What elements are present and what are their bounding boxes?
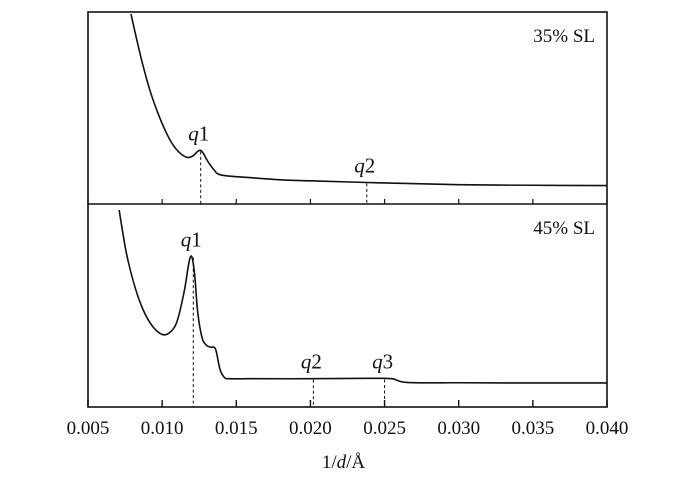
x-tick-label: 0.030	[437, 418, 480, 439]
x-axis-tick-labels: 0.005 0.010 0.015 0.020 0.025 0.030 0.035 0.040	[67, 418, 629, 439]
panel-label-2: 45% SL	[533, 218, 595, 239]
scattering-curves	[118, 13, 608, 384]
curve-panel-2	[118, 209, 608, 384]
panel-label-1: 35% SL	[533, 26, 595, 47]
peak-label-q1: q1	[188, 121, 209, 145]
peak-labels: q1 q2 q1 q2 q3	[181, 121, 393, 373]
curve-panel-1	[130, 13, 608, 187]
peak-label-q2: q2	[354, 153, 375, 177]
x-axis-title: 1/d/Å	[322, 452, 366, 473]
peak-label-q2: q2	[301, 350, 322, 374]
x-tick-label: 0.025	[363, 418, 406, 439]
x-tick-label: 0.010	[141, 418, 184, 439]
x-tick-label: 0.035	[511, 418, 554, 439]
plot-frame	[87, 11, 608, 408]
x-tick-label: 0.005	[67, 418, 110, 439]
plot-border	[87, 11, 608, 408]
x-tick-label: 0.015	[215, 418, 258, 439]
x-tick-label: 0.040	[586, 418, 629, 439]
peak-guide-lines	[192, 151, 386, 407]
peak-label-q3: q3	[372, 350, 393, 374]
panel-labels: 35% SL 45% SL	[533, 26, 595, 239]
x-axis-ticks	[87, 199, 608, 407]
peak-label-q1: q1	[181, 228, 202, 252]
x-tick-label: 0.020	[289, 418, 332, 439]
